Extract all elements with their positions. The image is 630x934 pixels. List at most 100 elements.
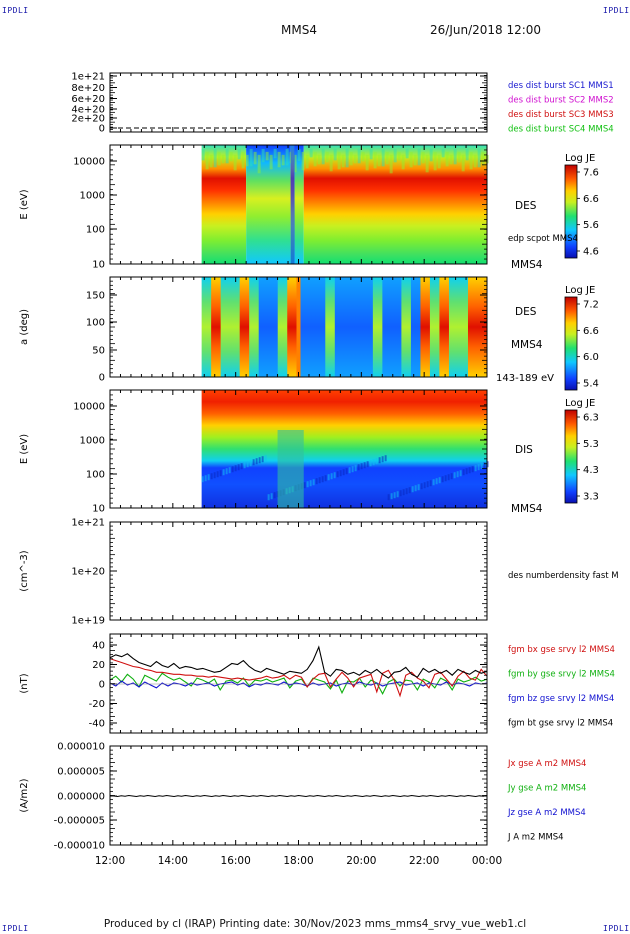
pitch-cell	[344, 277, 355, 377]
dis-energy-cell	[351, 466, 354, 473]
dis-energy-cell	[375, 458, 378, 465]
panel-frame	[109, 521, 488, 621]
pitch-cell	[230, 277, 241, 377]
des-energy-cell	[345, 148, 349, 168]
y-tick-label: 4e+20	[71, 105, 105, 116]
pitch-cell	[287, 277, 298, 377]
pitch-cell	[296, 277, 307, 377]
pitch-cell	[363, 277, 374, 377]
des-energy-cell	[481, 151, 485, 166]
dis-energy-cell	[219, 470, 222, 477]
des-energy-cell	[317, 154, 321, 165]
y-tick-label: 20	[92, 660, 105, 671]
des-energy-cell	[417, 148, 421, 166]
des-energy-cell	[461, 154, 465, 172]
colorbar	[564, 164, 578, 259]
dis-energy-cell	[201, 390, 487, 508]
des-energy-cell	[257, 154, 261, 174]
dis-energy-cell	[216, 471, 219, 478]
dis-energy-cell	[210, 473, 213, 480]
species-label: DES	[515, 200, 537, 212]
pitch-cell	[410, 277, 421, 377]
dis-energy-cell	[273, 492, 276, 499]
dis-energy-cell	[345, 468, 348, 475]
x-tick-label: 16:00	[221, 855, 251, 867]
pitch-cell	[306, 277, 317, 377]
dis-energy-cell	[483, 462, 486, 469]
des-energy-cell	[213, 148, 217, 168]
dis-energy-cell	[213, 472, 216, 479]
pitch-cell	[439, 277, 450, 377]
dis-energy-cell	[453, 472, 456, 479]
dis-energy-cell	[384, 455, 387, 462]
y-axis-label: (cm^-3)	[19, 550, 30, 591]
dis-energy-cell	[432, 479, 435, 486]
des-energy-cell	[205, 151, 209, 170]
y-tick-label: 1e+21	[71, 72, 105, 83]
dis-energy-cell	[234, 465, 237, 472]
dis-energy-cell	[348, 467, 351, 474]
pitch-cell	[334, 277, 345, 377]
des-energy-cell	[303, 145, 487, 264]
pitch-cell	[315, 277, 326, 377]
spacecraft-label: MMS4	[511, 259, 543, 271]
colorbar-tick-label: 7.2	[583, 300, 599, 311]
y-tick-label: 0	[99, 124, 105, 135]
dis-energy-cell	[303, 482, 306, 489]
dis-energy-cell	[324, 475, 327, 482]
pitch-cell	[277, 277, 288, 377]
des-energy-cell	[397, 151, 401, 161]
pitch-cell	[296, 277, 301, 377]
species-label: DIS	[515, 444, 533, 456]
y-tick-label: 8e+20	[71, 83, 105, 94]
y-tick-label: -0.000005	[54, 816, 105, 827]
x-tick-label: 18:00	[283, 855, 313, 867]
fgm-bx-line	[109, 658, 488, 698]
des-energy-cell	[465, 148, 469, 161]
dis-energy-cell	[231, 466, 234, 473]
pitch-cell	[201, 277, 212, 377]
dis-energy-cell	[468, 467, 471, 474]
y-tick-label: 40	[92, 641, 105, 652]
des-energy-cell	[313, 151, 317, 167]
dis-energy-cell	[465, 468, 468, 475]
des-energy-cell	[409, 151, 413, 168]
dis-energy-cell	[399, 490, 402, 497]
dis-energy-cell	[267, 494, 270, 501]
des-energy-cell	[245, 154, 249, 167]
fgm-legend-entry: fgm bt gse srvy l2 MMS4	[508, 719, 613, 729]
dis-energy-cell	[486, 461, 489, 468]
des-energy-cell	[385, 151, 389, 165]
dis-energy-cell	[228, 467, 231, 474]
des-energy-cell	[341, 154, 345, 168]
dis-energy-cell	[277, 430, 304, 508]
pitch-cell	[211, 277, 222, 377]
des-energy-cell	[445, 151, 449, 167]
colorbar-title: Log JE	[565, 153, 595, 164]
colorbar-tick-label: 3.3	[583, 492, 599, 503]
des-energy-cell	[293, 154, 297, 173]
des-energy-cell	[329, 154, 333, 172]
y-tick-label: 0.000005	[57, 767, 105, 778]
y-tick-label: -0.000010	[54, 841, 105, 852]
pitch-cell	[448, 277, 459, 377]
des-energy-cell	[277, 151, 281, 168]
pitch-cell	[401, 277, 412, 377]
dis-energy-cell	[378, 457, 381, 464]
dis-energy-cell	[441, 476, 444, 483]
des-energy-cell	[381, 148, 385, 167]
dis-energy-cell	[240, 463, 243, 470]
dis-energy-cell	[408, 487, 411, 494]
colorbar-title: Log JE	[565, 398, 595, 409]
colorbar-tick-label: 6.6	[583, 326, 599, 337]
pitch-cell	[268, 277, 279, 377]
des-energy-cell	[393, 148, 397, 163]
dis-energy-cell	[339, 470, 342, 477]
des-energy-cell	[237, 148, 241, 160]
dis-energy-cell	[417, 484, 420, 491]
dis-energy-cell	[222, 469, 225, 476]
dis-energy-cell	[246, 461, 249, 468]
des-energy-cell	[389, 154, 393, 174]
dis-energy-cell	[387, 494, 390, 501]
dis-energy-cell	[315, 478, 318, 485]
